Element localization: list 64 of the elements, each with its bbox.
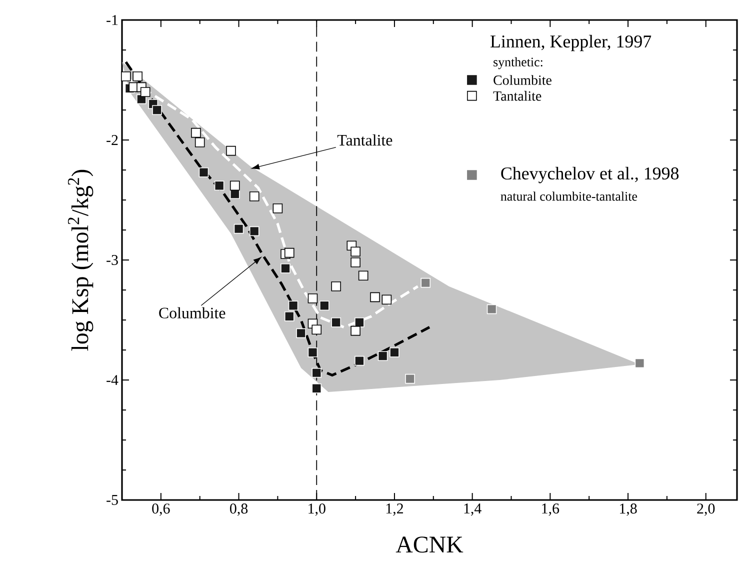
- x-tick-label: 1,8: [620, 504, 637, 516]
- point: [320, 300, 330, 310]
- point: [296, 328, 306, 338]
- x-tick-label: 1,6: [542, 504, 560, 516]
- point: [284, 312, 294, 322]
- annotation: natural columbite-tantalite: [500, 192, 638, 201]
- point: [194, 137, 205, 148]
- x-tick-label: 1,4: [464, 504, 482, 516]
- annotation: Columbite: [159, 307, 226, 318]
- x-tick-label: 0,8: [230, 504, 248, 516]
- point: [226, 146, 236, 156]
- point: [331, 318, 341, 328]
- x-axis-title: ACNK: [396, 536, 464, 553]
- point: [284, 248, 294, 258]
- x-tick-label: 1,2: [386, 504, 403, 516]
- point: [405, 374, 415, 384]
- point: [249, 191, 260, 202]
- point: [350, 326, 360, 336]
- point: [390, 348, 400, 358]
- point: [308, 294, 318, 304]
- point: [120, 71, 131, 82]
- legend-label: Columbite: [494, 75, 552, 85]
- point: [140, 87, 150, 97]
- point: [249, 226, 260, 236]
- point: [312, 368, 322, 378]
- legend-label: Chevychelov et al., 1998: [501, 166, 679, 184]
- legend-title: Linnen, Keppler, 1997: [490, 34, 652, 52]
- point: [312, 384, 322, 394]
- point: [378, 351, 388, 361]
- point: [634, 358, 645, 368]
- point: [272, 204, 283, 214]
- point: [191, 128, 201, 138]
- annotation: Tantalite: [337, 134, 392, 146]
- point: [132, 71, 142, 82]
- point: [230, 180, 240, 190]
- point: [280, 264, 290, 274]
- y-tick-label: -3: [106, 254, 118, 266]
- point: [354, 356, 364, 366]
- point: [288, 300, 298, 310]
- point: [312, 324, 322, 334]
- point: [354, 318, 364, 328]
- y-tick-label: -4: [106, 375, 118, 385]
- point: [420, 278, 431, 288]
- point: [198, 167, 209, 178]
- point: [382, 294, 392, 304]
- y-axis-title: log Ksp (mol$^{2}$/kg$^{2}$): [68, 170, 94, 351]
- point: [234, 224, 244, 234]
- point: [152, 105, 162, 115]
- legend-label: Tantalite: [493, 90, 542, 101]
- x-tick-label: 0,6: [152, 504, 170, 516]
- point: [308, 348, 318, 358]
- annotation: synthetic:: [494, 57, 542, 70]
- point: [370, 292, 380, 302]
- y-tick-label: -2: [106, 135, 118, 145]
- x-tick-label: 1,0: [308, 504, 326, 516]
- point: [350, 258, 360, 268]
- x-tick-label: 2,0: [697, 504, 715, 516]
- point: [214, 180, 224, 190]
- point: [486, 304, 497, 314]
- y-tick-label: -5: [106, 495, 118, 505]
- point: [350, 246, 360, 256]
- point: [358, 270, 368, 280]
- y-tick-label: -1: [106, 15, 118, 25]
- point: [331, 282, 341, 292]
